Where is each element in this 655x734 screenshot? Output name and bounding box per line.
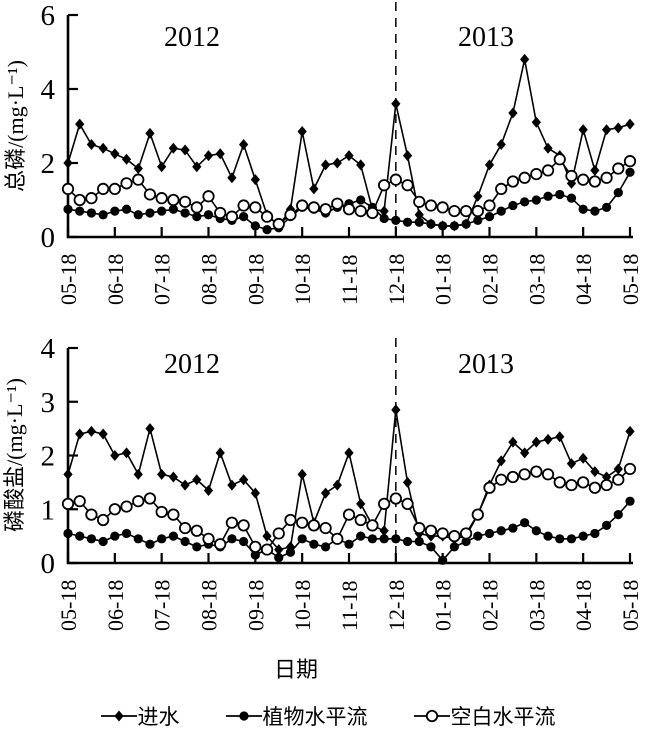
total-phosphorus-chart: 0 2 4 6 05-18 06-18 07-18 08-18 09-18 10-18 11-18 1…: [41, 0, 644, 305]
svg-text:0: 0: [41, 222, 56, 254]
svg-text:09-18: 09-18: [243, 254, 268, 305]
svg-text:07-18: 07-18: [150, 254, 175, 305]
svg-text:4: 4: [41, 333, 56, 365]
svg-text:03-18: 03-18: [524, 254, 549, 305]
svg-text:10-18: 10-18: [290, 254, 315, 305]
series-blank-horizontal-flow: [61, 153, 637, 231]
legend-label-plant-horizontal-flow: 植物水平流: [262, 705, 368, 729]
legend-label-influent: 进水: [137, 705, 180, 729]
series-blank-horizontal-flow: [61, 462, 637, 556]
year-annotation-2012-top: 2012: [164, 22, 220, 53]
legend-item-blank-horizontal-flow: 空白水平流: [413, 701, 556, 731]
svg-text:01-18: 01-18: [431, 254, 456, 305]
y-axis-ticks: 0 1 2 3 4: [41, 333, 78, 580]
x-axis-ticks: 05-18 06-18 07-18 08-18 09-18 10-18 11-18 12-18…: [56, 553, 643, 631]
svg-text:02-18: 02-18: [478, 580, 503, 631]
svg-text:12-18: 12-18: [384, 580, 409, 631]
blank-horizontal-flow-open-circle-marker-icon: [413, 709, 450, 723]
series-influent: [63, 404, 635, 556]
svg-text:0: 0: [41, 548, 56, 580]
svg-text:04-18: 04-18: [571, 580, 596, 631]
svg-text:1: 1: [41, 494, 56, 526]
legend-label-blank-horizontal-flow: 空白水平流: [450, 705, 556, 729]
svg-text:11-18: 11-18: [337, 254, 362, 305]
svg-text:6: 6: [41, 0, 56, 32]
svg-text:05-18: 05-18: [56, 254, 81, 305]
y-axis-label-phosphate: 磷酸盐/(mg·L⁻¹): [2, 378, 27, 532]
legend-item-plant-horizontal-flow: 植物水平流: [225, 701, 368, 731]
x-axis-ticks: 05-18 06-18 07-18 08-18 09-18 10-18 11-18 12-18…: [56, 227, 643, 305]
y-axis-ticks: 0 2 4 6: [41, 0, 78, 254]
svg-text:01-18: 01-18: [431, 580, 456, 631]
year-annotation-2013-top: 2013: [458, 22, 514, 53]
svg-text:05-18: 05-18: [618, 580, 643, 631]
influent-diamond-marker-icon: [100, 710, 137, 722]
svg-text:04-18: 04-18: [571, 254, 596, 305]
year-annotation-2013-bottom: 2013: [458, 349, 514, 380]
svg-text:09-18: 09-18: [243, 580, 268, 631]
svg-text:4: 4: [41, 74, 56, 106]
svg-text:05-18: 05-18: [618, 254, 643, 305]
svg-text:11-18: 11-18: [337, 580, 362, 631]
svg-text:08-18: 08-18: [197, 254, 222, 305]
svg-text:06-18: 06-18: [103, 254, 128, 305]
svg-text:05-18: 05-18: [56, 580, 81, 631]
svg-text:02-18: 02-18: [478, 254, 503, 305]
plant-horizontal-flow-circle-marker-icon: [225, 711, 262, 721]
svg-text:06-18: 06-18: [103, 580, 128, 631]
x-axis-title: 日期: [273, 657, 318, 682]
legend-item-influent: 进水: [100, 701, 180, 731]
phosphate-chart: 0 1 2 3 4 05-18 06-18 07-18 08-18 09-18 10-18 11-18…: [41, 333, 644, 631]
svg-text:3: 3: [41, 387, 56, 419]
series-plant-horizontal-flow: [63, 167, 635, 235]
svg-text:2: 2: [41, 148, 56, 180]
svg-text:2: 2: [41, 441, 56, 473]
svg-text:12-18: 12-18: [384, 254, 409, 305]
svg-text:10-18: 10-18: [290, 580, 315, 631]
svg-text:07-18: 07-18: [150, 580, 175, 631]
y-axis-label-total-phosphorus: 总磷/(mg·L⁻¹): [3, 60, 28, 192]
year-annotation-2012-bottom: 2012: [164, 349, 220, 380]
legend: 进水 植物水平流 空白水平流: [0, 701, 655, 731]
svg-text:03-18: 03-18: [524, 580, 549, 631]
svg-text:08-18: 08-18: [197, 580, 222, 631]
